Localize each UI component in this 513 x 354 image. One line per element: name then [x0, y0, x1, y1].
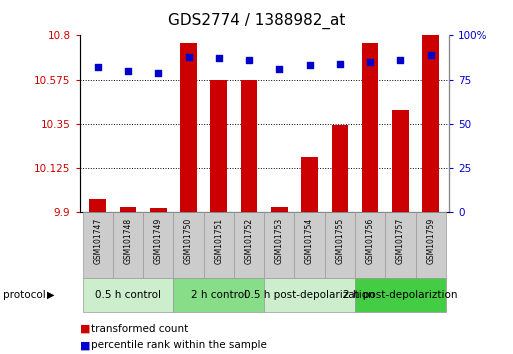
Point [184, 54, 192, 59]
Bar [271, 206, 288, 212]
Point [214, 56, 223, 61]
Point [366, 59, 374, 65]
Bar [173, 278, 264, 312]
Bar [301, 157, 318, 212]
Text: GSM101759: GSM101759 [426, 218, 435, 264]
Text: ■: ■ [80, 324, 90, 333]
Text: GSM101756: GSM101756 [366, 218, 374, 264]
Text: 2 h control: 2 h control [191, 290, 247, 300]
Bar [150, 209, 167, 212]
Bar [325, 212, 355, 278]
Bar [234, 212, 264, 278]
Text: GSM101747: GSM101747 [93, 218, 102, 264]
Bar [204, 212, 234, 278]
Point [124, 68, 132, 74]
Point [245, 57, 253, 63]
Point [154, 70, 162, 75]
Bar [89, 199, 106, 212]
Bar [422, 35, 439, 212]
Text: GSM101751: GSM101751 [214, 218, 223, 264]
Bar [331, 125, 348, 212]
Bar [385, 212, 416, 278]
Bar [143, 212, 173, 278]
Text: GSM101748: GSM101748 [124, 218, 132, 264]
Text: ▶: ▶ [47, 290, 54, 300]
Text: GSM101753: GSM101753 [275, 218, 284, 264]
Point [336, 61, 344, 67]
Text: transformed count: transformed count [91, 324, 189, 333]
Text: GSM101754: GSM101754 [305, 218, 314, 264]
Text: GDS2774 / 1388982_at: GDS2774 / 1388982_at [168, 12, 345, 29]
Text: GSM101752: GSM101752 [245, 218, 253, 264]
Text: 2 h post-depolariztion: 2 h post-depolariztion [343, 290, 458, 300]
Bar [173, 212, 204, 278]
Text: 0.5 h control: 0.5 h control [95, 290, 161, 300]
Bar [83, 212, 113, 278]
Text: GSM101755: GSM101755 [336, 218, 344, 264]
Point [275, 66, 284, 72]
Bar [83, 278, 173, 312]
Point [93, 64, 102, 70]
Bar [392, 110, 409, 212]
Text: GSM101757: GSM101757 [396, 218, 405, 264]
Text: GSM101750: GSM101750 [184, 218, 193, 264]
Text: GSM101749: GSM101749 [154, 218, 163, 264]
Bar [120, 206, 136, 212]
Bar [180, 43, 197, 212]
Text: ■: ■ [80, 340, 90, 350]
Bar [113, 212, 143, 278]
Bar [416, 212, 446, 278]
Text: percentile rank within the sample: percentile rank within the sample [91, 340, 267, 350]
Bar [210, 80, 227, 212]
Point [427, 52, 435, 58]
Text: protocol: protocol [3, 290, 45, 300]
Point [397, 57, 405, 63]
Bar [264, 278, 355, 312]
Bar [294, 212, 325, 278]
Bar [241, 80, 258, 212]
Bar [355, 278, 446, 312]
Bar [362, 43, 379, 212]
Bar [264, 212, 294, 278]
Bar [355, 212, 385, 278]
Point [306, 63, 314, 68]
Text: 0.5 h post-depolarization: 0.5 h post-depolarization [244, 290, 375, 300]
